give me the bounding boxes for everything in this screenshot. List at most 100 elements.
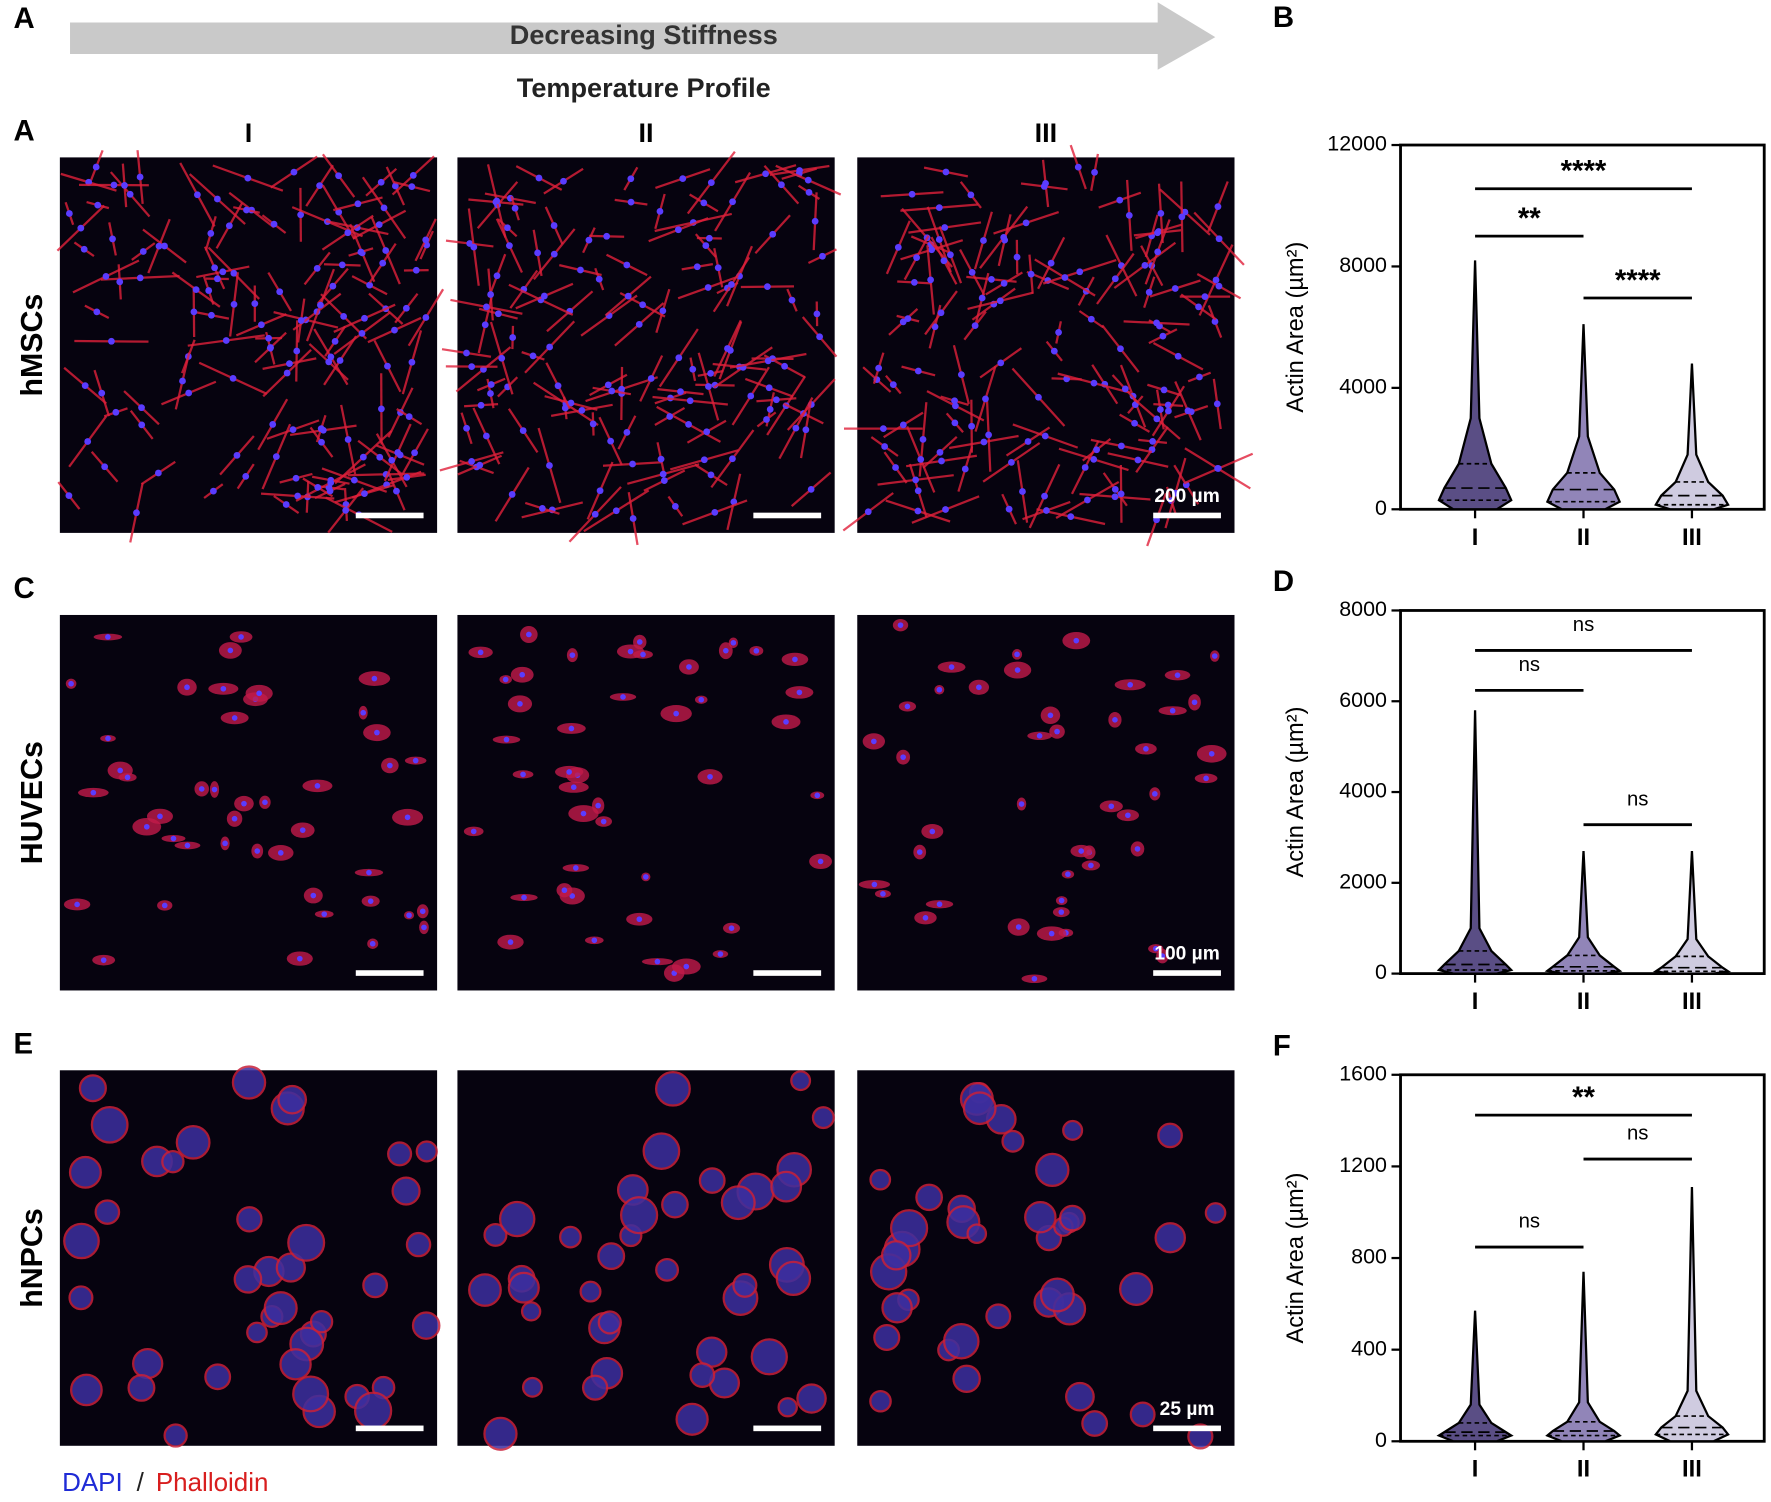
nucleus xyxy=(899,421,907,429)
nucleus xyxy=(184,684,190,691)
nucleus xyxy=(656,208,664,215)
nucleus xyxy=(262,799,268,806)
nucleus xyxy=(535,174,543,182)
panel-letter: E xyxy=(14,1027,34,1060)
nucleus xyxy=(377,178,385,186)
nucleus xyxy=(951,419,959,427)
panel-letter: C xyxy=(14,572,35,605)
nucleus xyxy=(729,198,736,206)
nucleus xyxy=(1203,775,1209,782)
y-tick-label: 0 xyxy=(1375,1428,1387,1452)
nucleus xyxy=(550,250,558,258)
nucleus xyxy=(468,457,476,465)
violin xyxy=(1545,324,1622,511)
nucleus xyxy=(804,176,812,184)
nucleus xyxy=(1048,930,1055,937)
cells xyxy=(842,144,1254,547)
cells xyxy=(468,1070,835,1451)
nucleus xyxy=(338,261,346,269)
nucleus xyxy=(679,175,687,182)
nucleus xyxy=(967,191,975,199)
nucleus xyxy=(919,436,927,443)
nucleus xyxy=(468,363,476,370)
nucleus xyxy=(1184,407,1192,415)
nucleus xyxy=(90,789,97,796)
nucleus xyxy=(802,426,810,434)
nucleus xyxy=(864,508,872,516)
cell xyxy=(915,1183,943,1212)
nucleus xyxy=(792,656,798,663)
nucleus xyxy=(892,464,899,471)
nucleus xyxy=(957,371,965,378)
nucleus xyxy=(504,224,511,232)
nucleus xyxy=(937,309,945,317)
nucleus xyxy=(68,680,74,687)
nucleus xyxy=(595,275,603,283)
nucleus xyxy=(369,940,376,947)
nucleus xyxy=(671,503,679,510)
nucleus xyxy=(256,690,262,697)
nucleus xyxy=(627,175,635,183)
nucleus xyxy=(1195,303,1202,311)
nucleus xyxy=(483,303,490,311)
nucleus xyxy=(344,229,352,237)
nucleus xyxy=(788,296,796,304)
y-tick-label: 8000 xyxy=(1339,597,1387,621)
nucleus xyxy=(666,413,674,420)
nucleus xyxy=(1061,274,1069,281)
nucleus xyxy=(238,634,244,640)
nucleus xyxy=(388,456,396,464)
nucleus xyxy=(1154,229,1161,237)
x-tick-label: II xyxy=(1577,989,1590,1015)
nucleus xyxy=(520,771,526,778)
cell xyxy=(790,1070,812,1092)
nucleus xyxy=(509,334,517,341)
cell xyxy=(292,1375,330,1413)
nucleus xyxy=(769,230,777,238)
nucleus xyxy=(105,735,111,742)
nucleus xyxy=(80,245,88,253)
cell xyxy=(78,1074,107,1103)
nucleus xyxy=(1024,438,1032,445)
nucleus xyxy=(1050,347,1058,355)
cell xyxy=(1024,1201,1057,1234)
nucleus xyxy=(764,283,771,291)
nucleus xyxy=(393,487,400,495)
nucleus xyxy=(1149,438,1157,445)
nucleus xyxy=(1067,513,1075,521)
violin xyxy=(1436,710,1514,975)
nucleus xyxy=(361,314,368,322)
panel-letter: A xyxy=(14,114,35,147)
cell xyxy=(796,1383,827,1414)
nucleus xyxy=(406,912,412,919)
nucleus xyxy=(481,321,489,329)
nucleus xyxy=(124,774,131,781)
cell xyxy=(161,1150,185,1174)
x-tick-label: III xyxy=(1682,1457,1702,1483)
nucleus xyxy=(705,234,713,242)
nucleus xyxy=(1165,407,1172,415)
cell xyxy=(1039,1277,1075,1313)
nucleus xyxy=(560,177,567,185)
nucleus xyxy=(227,647,234,654)
nucleus xyxy=(762,170,769,178)
nucleus xyxy=(928,246,936,254)
nucleus xyxy=(554,382,562,390)
nucleus xyxy=(942,506,949,513)
cell xyxy=(597,1242,626,1271)
cell xyxy=(90,1106,129,1144)
nucleus xyxy=(982,395,989,403)
nucleus xyxy=(94,201,102,209)
nucleus xyxy=(185,389,193,397)
nucleus xyxy=(267,344,274,351)
nucleus xyxy=(331,337,339,345)
nucleus xyxy=(157,813,163,820)
nucleus xyxy=(724,345,731,352)
nucleus xyxy=(659,470,667,478)
nucleus xyxy=(1000,234,1008,241)
nucleus xyxy=(1134,846,1141,852)
nucleus xyxy=(329,282,337,290)
nucleus xyxy=(722,647,729,654)
nucleus xyxy=(487,381,495,388)
cells xyxy=(63,631,429,966)
